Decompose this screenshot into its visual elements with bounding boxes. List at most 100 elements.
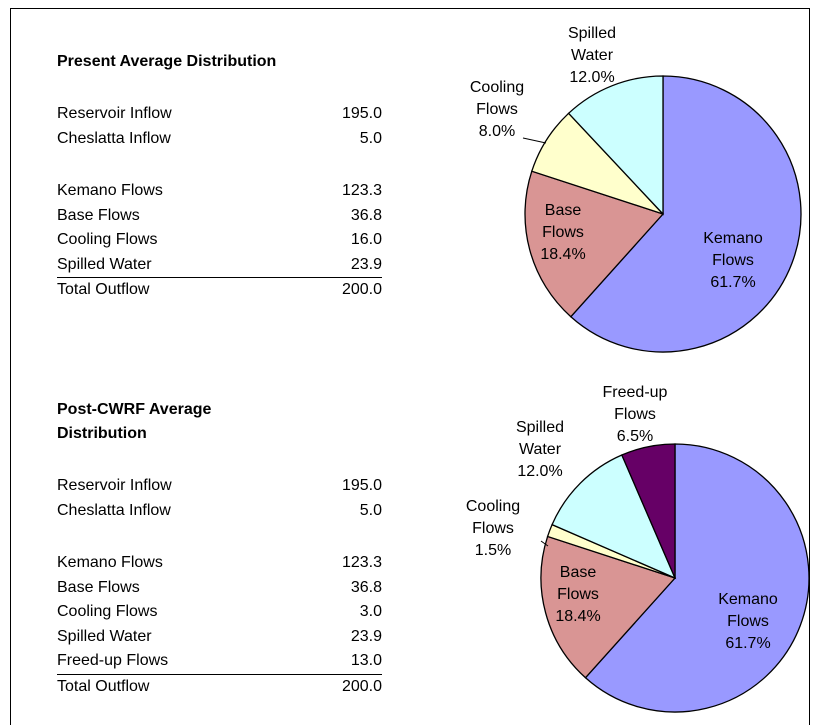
slice-label: Cooling Flows 1.5% — [466, 498, 520, 559]
slice-category-line: Cooling — [470, 79, 524, 96]
row-value: 13.0 — [350, 652, 382, 669]
table-row: Reservoir Inflow 195.0 — [57, 102, 382, 127]
table-row: Cheslatta Inflow 5.0 — [57, 127, 382, 152]
table-row: Cheslatta Inflow 5.0 — [57, 499, 382, 524]
slice-value: 1.5% — [475, 542, 511, 559]
slice-value: 6.5% — [617, 428, 653, 445]
table-row: Total Outflow 200.0 — [57, 675, 382, 700]
slice-category-line: Base — [545, 202, 582, 219]
table-row: Spilled Water 23.9 — [57, 625, 382, 650]
slice-label: Kemano Flows 61.7% — [718, 591, 778, 652]
row-label: Total Outflow — [57, 281, 150, 298]
slice-category-line: Flows — [557, 586, 599, 603]
table-row: Reservoir Inflow 195.0 — [57, 474, 382, 499]
leader-line — [522, 137, 547, 144]
slice-category-line: Kemano — [718, 591, 778, 608]
row-label: Kemano Flows — [57, 554, 163, 571]
slice-value: 8.0% — [479, 123, 515, 140]
row-label: Cheslatta Inflow — [57, 501, 171, 519]
row-value: 200.0 — [341, 281, 382, 298]
row-value: 195.0 — [341, 105, 382, 122]
slice-value: 12.0% — [569, 69, 614, 86]
table-row: Cooling Flows 16.0 — [57, 228, 382, 253]
pie-slice — [620, 443, 676, 579]
row-label: Base Flows — [57, 578, 140, 596]
table-row: Freed-up Flows 13.0 — [57, 649, 382, 675]
pie-slice — [551, 454, 677, 580]
slice-category-line: Flows — [472, 520, 514, 537]
pie-slice — [584, 443, 810, 713]
row-label: Reservoir Inflow — [57, 105, 172, 122]
slice-category: Spilled Water — [516, 419, 564, 458]
table-row: Base Flows 36.8 — [57, 204, 382, 229]
slice-label: Spilled Water 12.0% — [568, 25, 616, 86]
slice-value: 61.7% — [710, 274, 755, 291]
slice-category-line: Kemano — [703, 230, 763, 247]
row-value: 36.8 — [350, 206, 382, 224]
row-label: Freed-up Flows — [57, 652, 169, 669]
slice-value: 18.4% — [540, 246, 585, 263]
row-label: Reservoir Inflow — [57, 477, 172, 494]
row-value: 195.0 — [341, 477, 382, 494]
slice-value: 12.0% — [517, 463, 562, 480]
pie-slice — [540, 535, 677, 679]
row-value: 200.0 — [341, 677, 382, 695]
pie-slice — [567, 75, 664, 216]
slice-category-line: Cooling — [466, 498, 520, 515]
table-row: Total Outflow 200.0 — [57, 278, 382, 303]
row-label: Kemano Flows — [57, 182, 163, 199]
section-title: Present Average Distribution — [57, 53, 277, 70]
slice-category: Spilled Water — [568, 25, 616, 64]
slice-label: Base Flows 18.4% — [540, 202, 585, 263]
table-row: Base Flows 36.8 — [57, 576, 382, 601]
slice-category: Cooling Flows — [466, 498, 520, 537]
row-label: Spilled Water — [57, 255, 152, 273]
slice-value: 18.4% — [555, 608, 600, 625]
frame — [10, 8, 810, 725]
slice-category: Cooling Flows — [470, 79, 524, 118]
row-value: 123.3 — [341, 554, 382, 571]
slice-category-line: Water — [519, 441, 562, 458]
slice-category: Base Flows — [542, 202, 584, 241]
section-title: Post-CWRF Average Distribution — [57, 401, 212, 442]
slice-category-line: Water — [571, 47, 614, 64]
row-value: 36.8 — [350, 578, 382, 596]
row-label: Cheslatta Inflow — [57, 129, 171, 147]
slice-category-line: Spilled — [516, 419, 564, 436]
row-label: Base Flows — [57, 206, 140, 224]
row-label: Cooling Flows — [57, 603, 158, 620]
slice-category-line: Flows — [542, 224, 584, 241]
slice-category: Kemano Flows — [703, 230, 763, 269]
row-value: 23.9 — [350, 627, 382, 645]
pie-slice — [524, 170, 665, 318]
slice-label: Base Flows 18.4% — [555, 564, 600, 625]
slice-category-line: Freed-up — [603, 384, 668, 401]
slice-value: 61.7% — [725, 635, 770, 652]
slice-category-line: Flows — [614, 406, 656, 423]
slice-category: Freed-up Flows — [603, 384, 668, 423]
slice-category: Base Flows — [557, 564, 599, 603]
slice-category-line: Flows — [727, 613, 769, 630]
row-value: 16.0 — [350, 231, 382, 248]
slice-category: Kemano Flows — [718, 591, 778, 630]
row-label: Cooling Flows — [57, 231, 158, 248]
row-label: Spilled Water — [57, 627, 152, 645]
slice-category-line: Flows — [476, 101, 518, 118]
row-label: Total Outflow — [57, 677, 150, 695]
leader-line — [540, 540, 549, 547]
row-value: 5.0 — [359, 129, 382, 147]
slice-label: Cooling Flows 8.0% — [470, 79, 524, 140]
slice-category-line: Flows — [712, 252, 754, 269]
slice-label: Freed-up Flows 6.5% — [603, 384, 668, 445]
table-row: Cooling Flows 3.0 — [57, 600, 382, 625]
slice-label: Kemano Flows 61.7% — [703, 230, 763, 291]
slice-category-line: Base — [560, 564, 597, 581]
slice-label: Spilled Water 12.0% — [516, 419, 564, 480]
table-row: Kemano Flows 123.3 — [57, 179, 382, 204]
table-row: Spilled Water 23.9 — [57, 253, 382, 278]
row-value: 23.9 — [350, 255, 382, 273]
slice-category-line: Spilled — [568, 25, 616, 42]
row-value: 5.0 — [359, 501, 382, 519]
pie-slice — [569, 75, 802, 353]
row-value: 123.3 — [341, 182, 382, 199]
